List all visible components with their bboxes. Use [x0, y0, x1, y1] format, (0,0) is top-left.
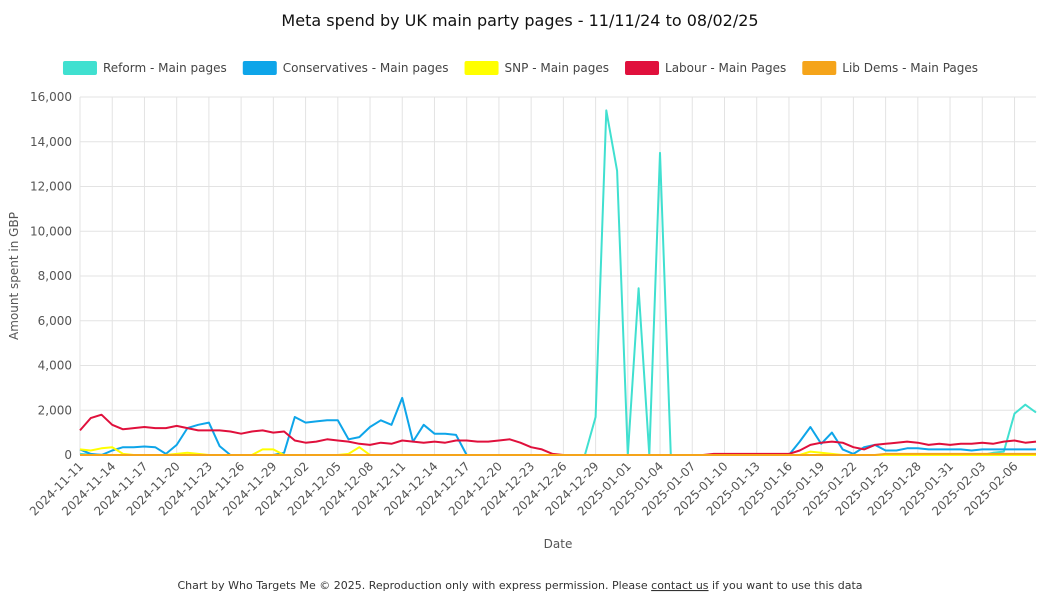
credit-text: Chart by Who Targets Me © 2025. Reproduc…: [177, 579, 862, 592]
legend-label: Conservatives - Main pages: [283, 61, 449, 75]
y-tick-label: 6,000: [38, 314, 72, 328]
y-tick-label: 10,000: [30, 224, 72, 238]
chart-title: Meta spend by UK main party pages - 11/1…: [281, 11, 758, 30]
credit-prefix: Chart by Who Targets Me © 2025. Reproduc…: [177, 579, 651, 592]
legend-item-labour-main-pages[interactable]: Labour - Main Pages: [625, 61, 786, 75]
legend-item-snp-main-pages[interactable]: SNP - Main pages: [464, 61, 609, 75]
y-tick-label: 12,000: [30, 180, 72, 194]
legend-swatch: [464, 61, 499, 75]
legend-label: SNP - Main pages: [505, 61, 609, 75]
legend-swatch: [62, 61, 97, 75]
legend-item-reform-main-pages[interactable]: Reform - Main pages: [62, 61, 227, 75]
legend-swatch: [802, 61, 837, 75]
y-tick-label: 2,000: [38, 403, 72, 417]
y-tick-label: 0: [64, 448, 72, 462]
legend-swatch: [242, 61, 277, 75]
legend-item-conservatives-main-pages[interactable]: Conservatives - Main pages: [242, 61, 449, 75]
y-tick-label: 4,000: [38, 359, 72, 373]
legend-item-lib-dems-main-pages[interactable]: Lib Dems - Main Pages: [802, 61, 978, 75]
series-line-conservatives-main-pages: [79, 396, 1036, 456]
series-lines: [79, 109, 1037, 456]
credit-suffix: if you want to use this data: [709, 579, 863, 592]
legend-label: Reform - Main pages: [103, 61, 227, 75]
legend[interactable]: Reform - Main pages Conservatives - Main …: [62, 61, 978, 75]
series-line-lib-dems-main-pages: [80, 452, 1036, 456]
x-axis-ticks: 2024-11-112024-11-142024-11-172024-11-20…: [27, 459, 1021, 518]
series-line-reform-main-pages: [79, 109, 1037, 456]
legend-label: Labour - Main Pages: [665, 61, 786, 75]
y-axis-ticks: 0 2,000 4,000 6,000 8,000 10,000 12,000 14,000 1…: [30, 90, 72, 462]
y-tick-label: 16,000: [30, 90, 72, 104]
y-tick-label: 14,000: [30, 135, 72, 149]
y-axis-label: Amount spent in GBP: [7, 212, 21, 340]
legend-label: Lib Dems - Main Pages: [842, 61, 978, 75]
legend-swatch: [625, 61, 660, 75]
contact-us-link[interactable]: contact us: [651, 579, 709, 592]
gridlines: [79, 96, 1036, 456]
x-axis-label: Date: [544, 537, 573, 551]
y-tick-label: 8,000: [38, 269, 72, 283]
